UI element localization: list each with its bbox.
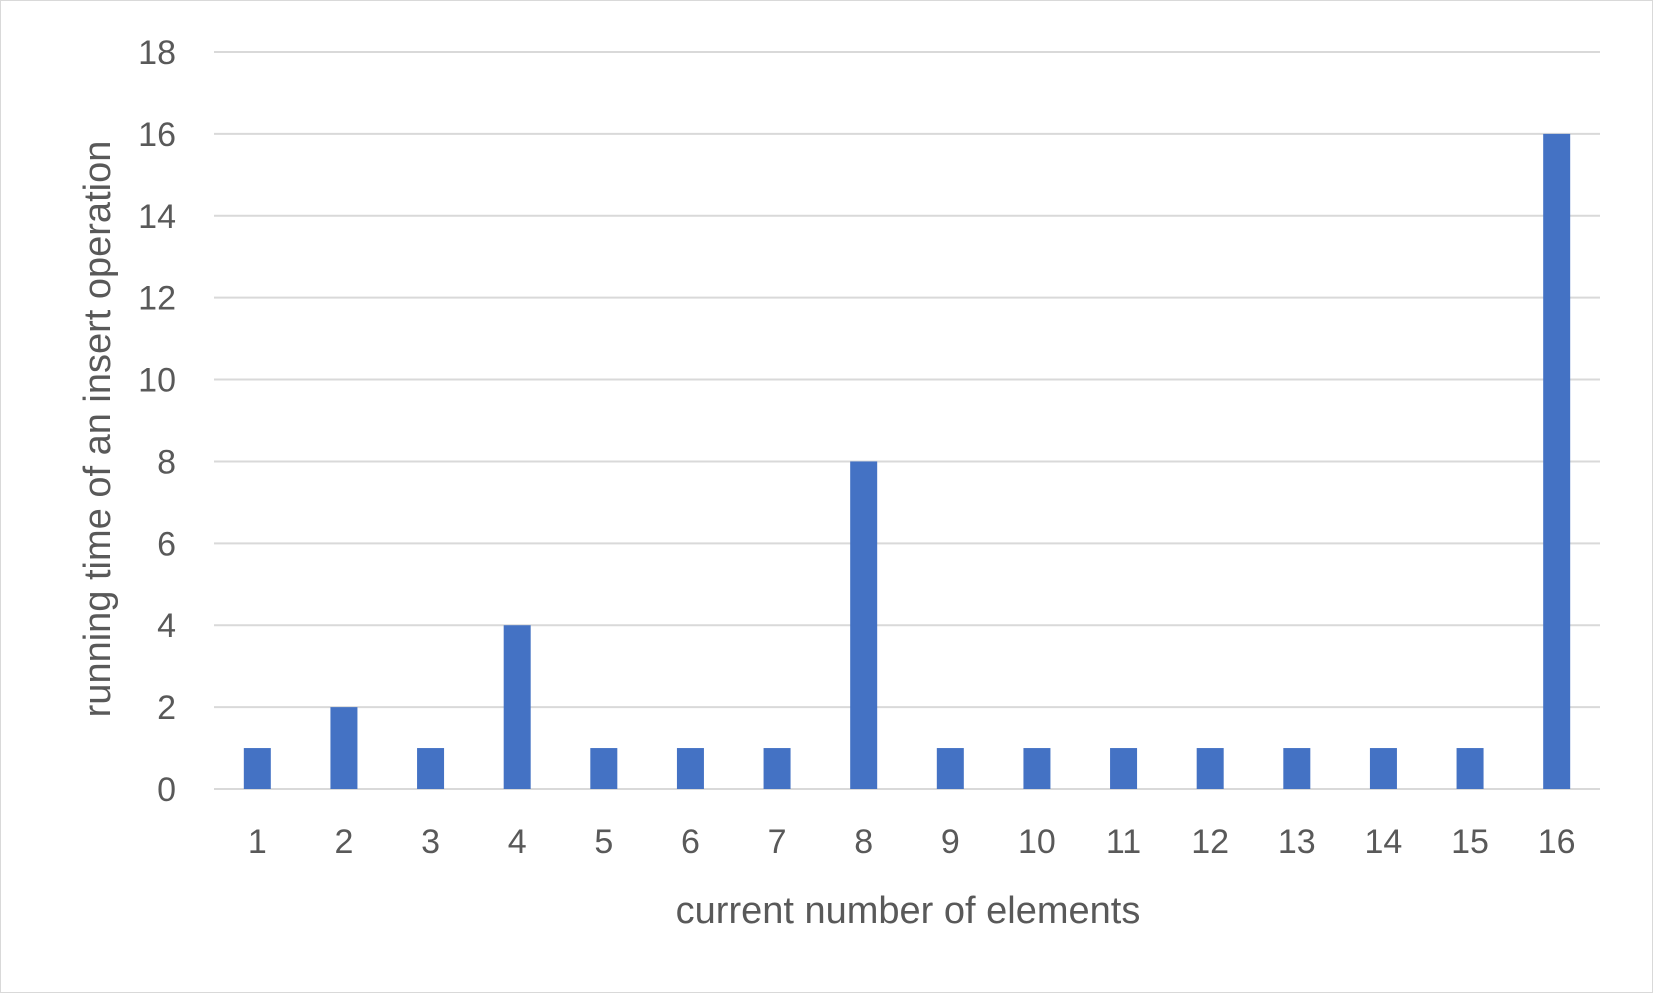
x-tick-label: 2 bbox=[334, 823, 353, 861]
bar bbox=[417, 748, 445, 789]
x-tick-label: 1 bbox=[248, 823, 267, 861]
bar bbox=[936, 748, 964, 789]
y-tick-labels: 0 2 4 6 8 10 12 14 16 18 bbox=[138, 34, 176, 809]
x-tick-labels: 1 2 3 4 5 6 7 8 9 10 11 12 13 14 15 16 bbox=[248, 823, 1576, 861]
y-axis-title: running time of an insert operation bbox=[77, 141, 119, 718]
x-tick-label: 15 bbox=[1451, 823, 1489, 861]
bar bbox=[763, 748, 791, 789]
bar bbox=[1110, 748, 1138, 789]
x-tick-label: 13 bbox=[1278, 823, 1316, 861]
x-tick-label: 6 bbox=[681, 823, 700, 861]
y-tick-label: 8 bbox=[157, 443, 176, 481]
bar bbox=[330, 707, 358, 789]
bar bbox=[503, 625, 531, 789]
bar bbox=[243, 748, 271, 789]
y-tick-label: 4 bbox=[157, 607, 176, 645]
bar bbox=[1456, 748, 1484, 789]
x-tick-label: 14 bbox=[1365, 823, 1403, 861]
x-axis-title: current number of elements bbox=[676, 890, 1141, 932]
y-tick-label: 6 bbox=[157, 525, 176, 563]
x-tick-label: 9 bbox=[941, 823, 960, 861]
y-tick-label: 16 bbox=[138, 116, 176, 154]
bar bbox=[590, 748, 618, 789]
x-tick-label: 7 bbox=[768, 823, 787, 861]
x-tick-label: 11 bbox=[1106, 823, 1141, 861]
y-tick-label: 12 bbox=[138, 280, 176, 318]
gridlines bbox=[214, 51, 1600, 790]
bar bbox=[1196, 748, 1224, 789]
y-tick-label: 0 bbox=[157, 771, 176, 809]
x-tick-label: 8 bbox=[854, 823, 873, 861]
x-tick-label: 5 bbox=[594, 823, 613, 861]
y-tick-label: 14 bbox=[138, 198, 176, 236]
bar bbox=[1369, 748, 1397, 789]
bar bbox=[1283, 748, 1311, 789]
bars bbox=[243, 133, 1571, 789]
bar bbox=[1023, 748, 1051, 789]
x-tick-label: 3 bbox=[421, 823, 440, 861]
y-tick-label: 18 bbox=[138, 34, 176, 72]
x-tick-label: 16 bbox=[1538, 823, 1576, 861]
bar bbox=[850, 461, 878, 789]
x-tick-label: 10 bbox=[1018, 823, 1056, 861]
y-tick-label: 10 bbox=[138, 362, 176, 400]
bar bbox=[1543, 133, 1571, 789]
y-tick-label: 2 bbox=[157, 689, 176, 727]
x-tick-label: 4 bbox=[508, 823, 527, 861]
bar bbox=[676, 748, 704, 789]
x-tick-label: 12 bbox=[1191, 823, 1229, 861]
